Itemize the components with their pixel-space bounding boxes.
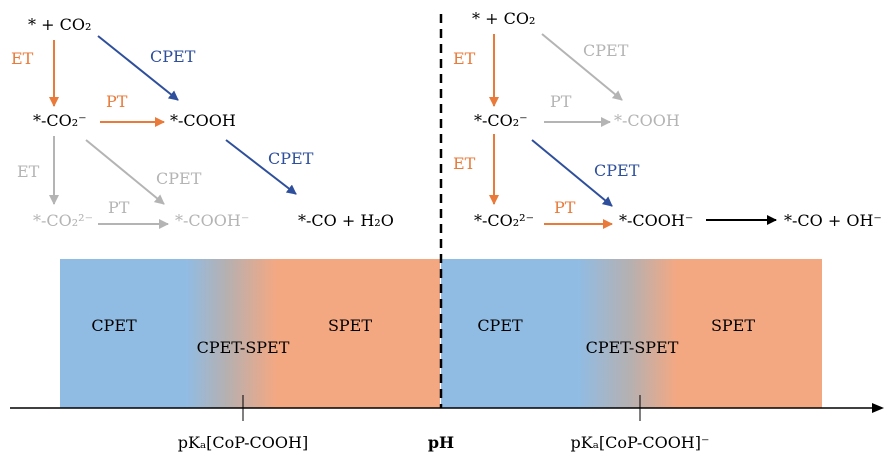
right-co2-radical-anion: *-CO₂⁻ bbox=[474, 111, 528, 130]
right-cooh-anion: *-COOH⁻ bbox=[619, 211, 693, 230]
left-gradient-band bbox=[60, 259, 440, 408]
left-cpet-label-top: CPET bbox=[150, 47, 196, 66]
left-co2-radical-anion: *-CO₂⁻ bbox=[33, 111, 87, 130]
band-left-spet: SPET bbox=[328, 316, 372, 335]
left-cooh-anion: *-COOH⁻ bbox=[175, 211, 249, 230]
right-co2-dianion: *-CO₂²⁻ bbox=[474, 211, 534, 230]
left-cooh-intermediate: *-COOH bbox=[170, 111, 236, 130]
band-left-cpet: CPET bbox=[91, 316, 137, 335]
right-pt-label-low: PT bbox=[554, 198, 576, 217]
band-left-mixed: CPET-SPET bbox=[197, 338, 290, 357]
right-start-species: * + CO₂ bbox=[472, 9, 535, 28]
left-et-label-low: ET bbox=[17, 162, 40, 181]
pka1-label: pKₐ[CoP-COOH] bbox=[178, 433, 308, 452]
right-cpet-arrow-top bbox=[541, 33, 623, 101]
right-et-label-low: ET bbox=[453, 154, 476, 173]
left-pt-label: PT bbox=[106, 92, 128, 111]
left-product: *-CO + H₂O bbox=[298, 211, 394, 230]
band-right-spet: SPET bbox=[711, 316, 755, 335]
left-pt-label-low: PT bbox=[108, 198, 130, 217]
ph-axis-arrowhead bbox=[872, 403, 884, 413]
left-co2-dianion: *-CO₂²⁻ bbox=[33, 211, 93, 230]
left-start-species: * + CO₂ bbox=[28, 15, 91, 34]
left-cpet-arrow-low bbox=[85, 139, 165, 205]
left-et-label-top: ET bbox=[11, 49, 34, 68]
pka2-label: pKₐ[CoP-COOH]⁻ bbox=[571, 433, 710, 452]
right-et-label-top: ET bbox=[453, 49, 476, 68]
right-cpet-arrow-mid bbox=[531, 139, 613, 207]
right-cpet-label-mid: CPET bbox=[594, 161, 640, 180]
band-right-mixed: CPET-SPET bbox=[586, 338, 679, 357]
left-cpet-arrow-mid bbox=[225, 139, 297, 195]
right-cooh-intermediate: *-COOH bbox=[614, 111, 680, 130]
left-cpet-label-mid: CPET bbox=[268, 149, 314, 168]
left-cpet-arrow-top bbox=[97, 35, 179, 101]
right-pt-label: PT bbox=[550, 92, 572, 111]
right-product: *-CO + OH⁻ bbox=[784, 211, 882, 230]
left-cpet-label-low: CPET bbox=[156, 169, 202, 188]
right-gradient-band bbox=[441, 259, 822, 408]
band-right-cpet: CPET bbox=[477, 316, 523, 335]
ph-label: pH bbox=[428, 433, 454, 452]
right-cpet-label-top: CPET bbox=[583, 41, 629, 60]
